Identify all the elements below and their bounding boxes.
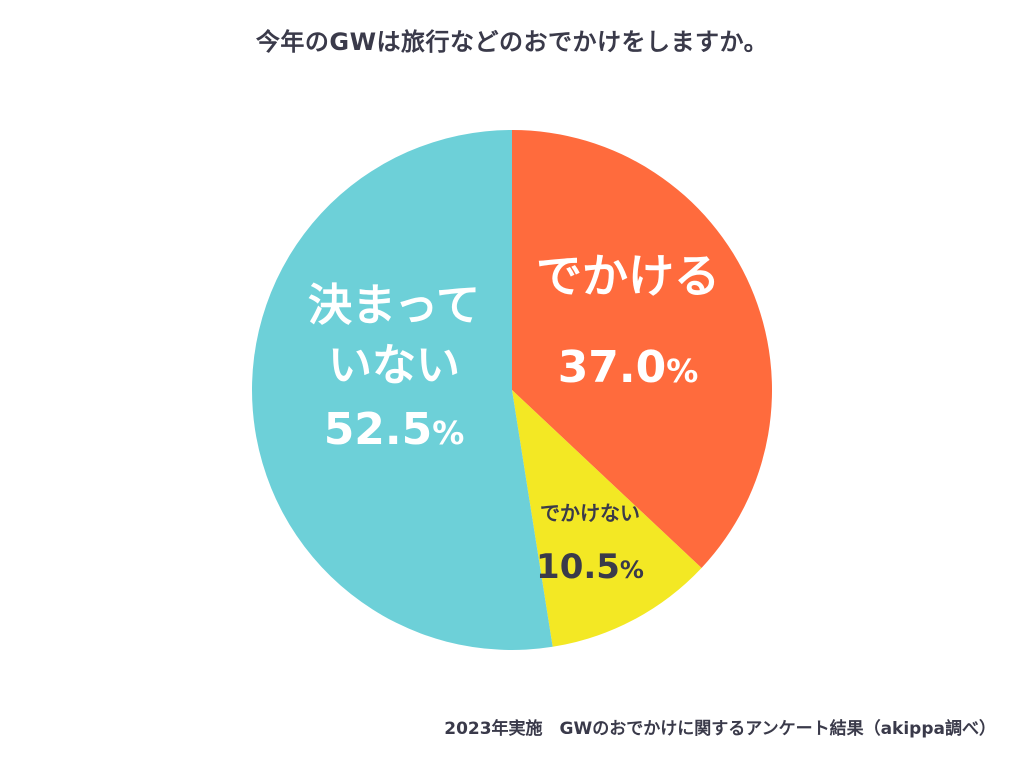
slice-percent-3: 52.5% bbox=[324, 404, 465, 455]
slice-label-3-line-1: 決まって bbox=[308, 280, 480, 331]
slice-percent-1: 37.0% bbox=[558, 342, 699, 393]
slice-label-1: でかける bbox=[536, 249, 720, 303]
pie-slice-1 bbox=[512, 130, 772, 568]
chart-title: 今年のGWは旅行などのおでかけをしますか。 bbox=[255, 28, 769, 56]
pie-slice-3 bbox=[251, 130, 553, 650]
slice-percent-2: 10.5% bbox=[536, 547, 644, 587]
source-footnote: 2023年実施 GWのおでかけに関するアンケート結果（akippa調べ） bbox=[444, 719, 996, 739]
pie-slice-2 bbox=[512, 390, 702, 647]
slice-label-2: でかけない bbox=[540, 501, 640, 525]
slice-label-3-line-2: いない bbox=[328, 340, 460, 391]
